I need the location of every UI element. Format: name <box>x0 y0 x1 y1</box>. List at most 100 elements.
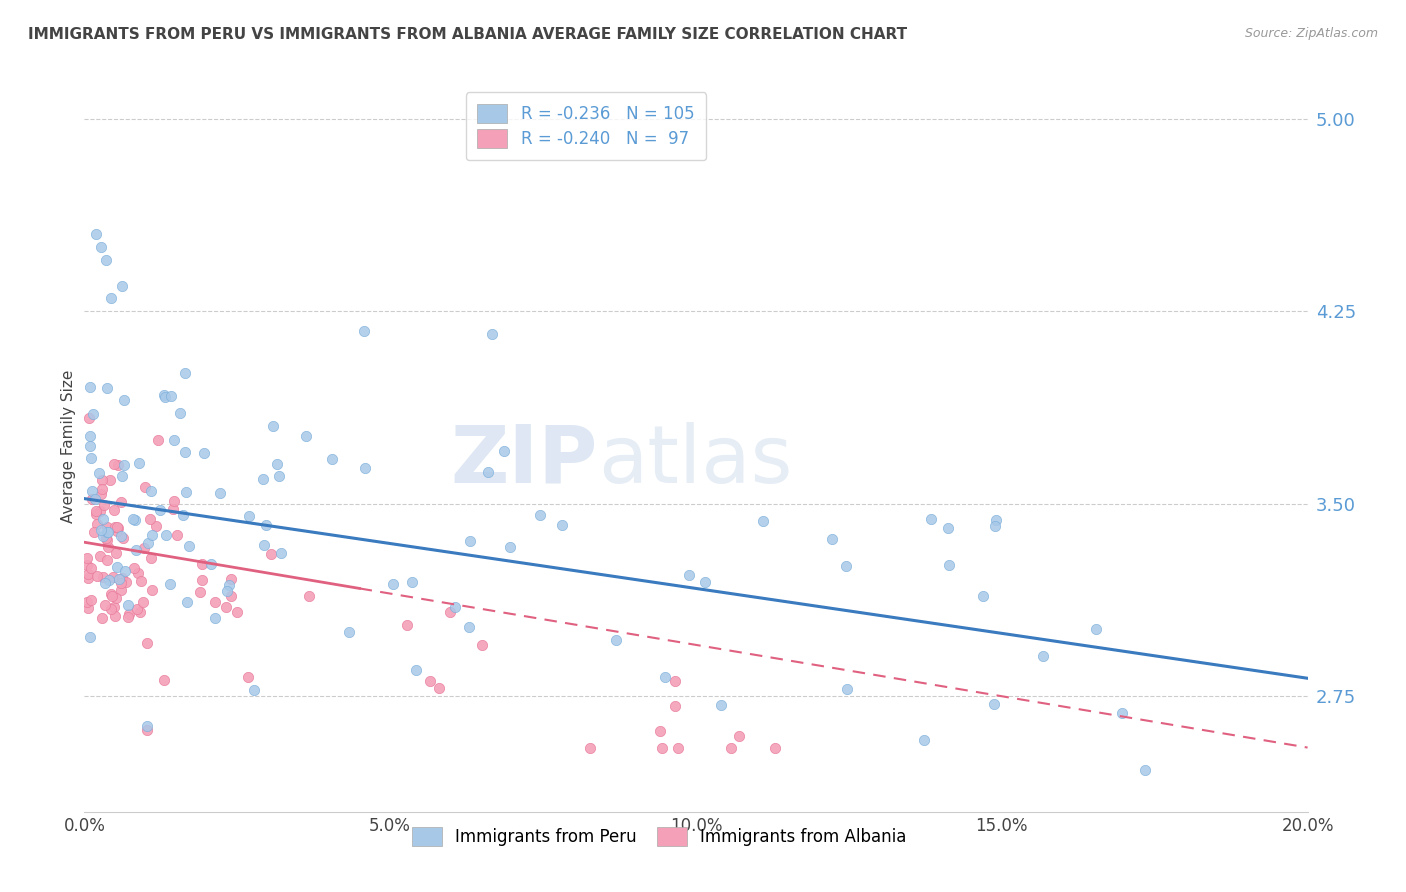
Point <box>79 429 101 443</box>
Point <box>529 508 551 522</box>
Point <box>835 559 858 574</box>
Point <box>190 573 212 587</box>
Point <box>972 589 994 603</box>
Point <box>136 535 159 549</box>
Point <box>936 521 959 535</box>
Point <box>104 519 127 533</box>
Point <box>266 457 288 471</box>
Point <box>97 573 120 587</box>
Point <box>89 549 111 563</box>
Point <box>90 240 112 254</box>
Point <box>401 575 423 590</box>
Point <box>107 458 129 472</box>
Point <box>103 599 125 614</box>
Point <box>141 582 163 597</box>
Point <box>710 698 733 712</box>
Point <box>135 719 157 733</box>
Point <box>321 452 343 467</box>
Point <box>105 560 128 574</box>
Point <box>200 558 222 572</box>
Point <box>125 602 148 616</box>
Point <box>204 595 226 609</box>
Text: atlas: atlas <box>598 422 793 500</box>
Point <box>77 571 100 585</box>
Point <box>155 527 177 541</box>
Point <box>105 519 128 533</box>
Text: IMMIGRANTS FROM PERU VS IMMIGRANTS FROM ALBANIA AVERAGE FAMILY SIZE CORRELATION : IMMIGRANTS FROM PERU VS IMMIGRANTS FROM … <box>28 27 907 42</box>
Point <box>654 670 676 684</box>
Y-axis label: Average Family Size: Average Family Size <box>60 369 76 523</box>
Point <box>252 472 274 486</box>
Point <box>153 673 176 687</box>
Text: Source: ZipAtlas.com: Source: ZipAtlas.com <box>1244 27 1378 40</box>
Point <box>101 570 124 584</box>
Point <box>96 520 118 534</box>
Point <box>382 577 405 591</box>
Point <box>91 570 114 584</box>
Point <box>96 525 118 540</box>
Point <box>110 495 132 509</box>
Point <box>100 292 122 306</box>
Point <box>104 608 127 623</box>
Point <box>938 558 960 573</box>
Point <box>80 492 103 507</box>
Point <box>173 366 195 380</box>
Point <box>219 572 242 586</box>
Point <box>77 411 100 425</box>
Point <box>193 445 215 459</box>
Legend: Immigrants from Peru, Immigrants from Albania: Immigrants from Peru, Immigrants from Al… <box>404 819 915 855</box>
Point <box>132 541 155 555</box>
Point <box>128 456 150 470</box>
Point <box>100 473 122 487</box>
Point <box>337 624 360 639</box>
Point <box>103 502 125 516</box>
Point <box>294 429 316 443</box>
Point <box>752 514 775 528</box>
Point <box>215 583 238 598</box>
Point <box>96 380 118 394</box>
Point <box>215 600 238 615</box>
Point <box>353 324 375 338</box>
Point <box>145 519 167 533</box>
Point <box>141 528 163 542</box>
Point <box>93 498 115 512</box>
Point <box>1111 706 1133 720</box>
Point <box>91 474 114 488</box>
Point <box>267 469 290 483</box>
Point <box>270 546 292 560</box>
Point <box>141 483 163 498</box>
Point <box>84 507 107 521</box>
Point <box>837 681 859 696</box>
Point <box>86 517 108 532</box>
Point <box>83 524 105 539</box>
Point <box>920 512 942 526</box>
Point <box>664 673 686 688</box>
Point <box>471 638 494 652</box>
Point <box>80 593 103 607</box>
Point <box>127 566 149 580</box>
Point <box>984 513 1007 527</box>
Point <box>104 545 127 559</box>
Point <box>695 575 717 590</box>
Point <box>76 551 98 566</box>
Point <box>149 503 172 517</box>
Point <box>96 252 118 267</box>
Point <box>87 466 110 480</box>
Point <box>728 730 751 744</box>
Point <box>444 600 467 615</box>
Point <box>492 444 515 458</box>
Point <box>162 502 184 516</box>
Point <box>94 598 117 612</box>
Point <box>238 670 260 684</box>
Point <box>91 512 114 526</box>
Point <box>76 567 98 582</box>
Point <box>439 605 461 619</box>
Point <box>148 433 170 447</box>
Point <box>80 561 103 575</box>
Point <box>129 605 152 619</box>
Point <box>204 611 226 625</box>
Point <box>100 602 122 616</box>
Point <box>678 568 700 582</box>
Point <box>395 617 418 632</box>
Point <box>90 524 112 538</box>
